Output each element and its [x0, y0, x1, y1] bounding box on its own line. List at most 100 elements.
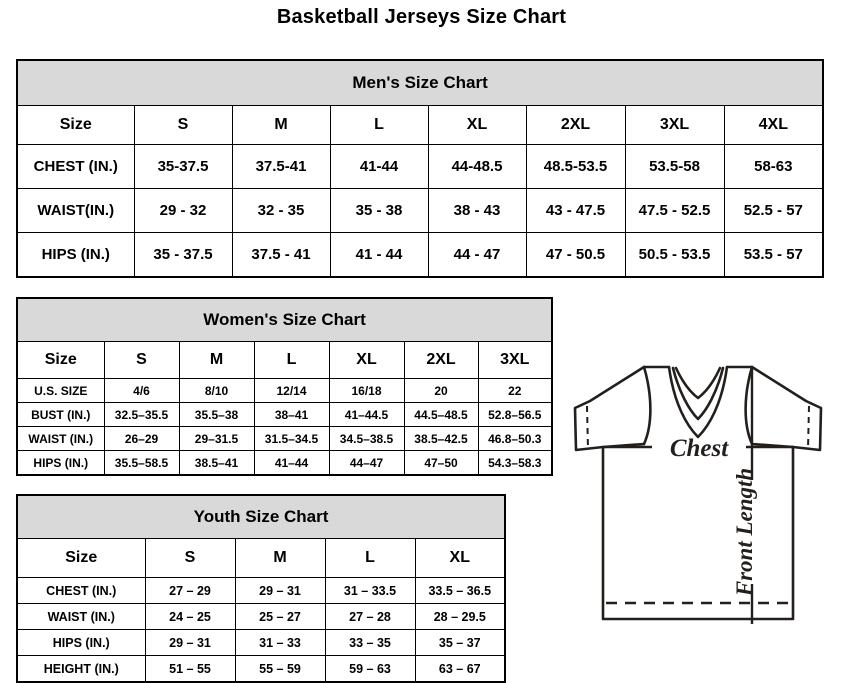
womens-chart-header-row: Size S M L XL 2XL 3XL [16, 341, 553, 379]
womens-hips-l: 41–44 [253, 450, 330, 476]
womens-chart-row-label-bust: BUST (IN.) [16, 402, 105, 427]
mens-hips-4xl: 53.5 - 57 [723, 232, 824, 278]
womens-ussize-m: 8/10 [178, 378, 255, 403]
youth-chart-row-label-chest: CHEST (IN.) [16, 577, 146, 604]
youth-chest-m: 29 – 31 [234, 577, 326, 604]
womens-waist-3xl: 46.8–50.3 [477, 426, 553, 451]
mens-chart-col-3xl: 3XL [624, 105, 725, 145]
table-row: WAIST (IN.) 26–29 29–31.5 31.5–34.5 34.5… [16, 426, 553, 451]
mens-waist-m: 32 - 35 [231, 188, 331, 233]
youth-chart-col-xl: XL [414, 538, 506, 578]
table-row: HEIGHT (IN.) 51 – 55 55 – 59 59 – 63 63 … [16, 655, 506, 683]
youth-height-s: 51 – 55 [144, 655, 236, 683]
womens-hips-2xl: 47–50 [403, 450, 479, 476]
womens-waist-xl: 34.5–38.5 [328, 426, 405, 451]
youth-chart-row-label-height: HEIGHT (IN.) [16, 655, 146, 683]
womens-bust-s: 32.5–35.5 [103, 402, 180, 427]
womens-chart-row-label-waist: WAIST (IN.) [16, 426, 105, 451]
womens-ussize-3xl: 22 [477, 378, 553, 403]
table-row: CHEST (IN.) 27 – 29 29 – 31 31 – 33.5 33… [16, 577, 506, 604]
youth-hips-m: 31 – 33 [234, 629, 326, 656]
womens-chart-banner: Women's Size Chart [16, 297, 553, 342]
mens-chest-xl: 44-48.5 [427, 144, 527, 189]
youth-chest-xl: 33.5 – 36.5 [414, 577, 506, 604]
tshirt-outline-icon [573, 365, 823, 621]
mens-chest-m: 37.5-41 [231, 144, 331, 189]
table-row: HIPS (IN.) 29 – 31 31 – 33 33 – 35 35 – … [16, 629, 506, 656]
youth-hips-s: 29 – 31 [144, 629, 236, 656]
youth-chart-col-l: L [324, 538, 416, 578]
mens-chart-banner-row: Men's Size Chart [16, 59, 824, 106]
womens-bust-m: 35.5–38 [178, 402, 255, 427]
mens-chart-row-label-hips: HIPS (IN.) [16, 232, 135, 278]
womens-hips-m: 38.5–41 [178, 450, 255, 476]
table-row: WAIST(IN.) 29 - 32 32 - 35 35 - 38 38 - … [16, 188, 824, 233]
mens-hips-2xl: 47 - 50.5 [525, 232, 626, 278]
youth-size-chart-table: Youth Size Chart Size S M L XL CHEST (IN… [16, 494, 507, 683]
womens-waist-m: 29–31.5 [178, 426, 255, 451]
youth-waist-m: 25 – 27 [234, 603, 326, 630]
youth-chest-s: 27 – 29 [144, 577, 236, 604]
youth-chart-col-s: S [144, 538, 236, 578]
mens-chart-corner-label: Size [16, 105, 135, 145]
mens-waist-xl: 38 - 43 [427, 188, 527, 233]
table-row: CHEST (IN.) 35-37.5 37.5-41 41-44 44-48.… [16, 144, 824, 189]
mens-chart-col-l: L [329, 105, 429, 145]
womens-bust-3xl: 52.8–56.5 [477, 402, 553, 427]
womens-waist-l: 31.5–34.5 [253, 426, 330, 451]
mens-chart-header-row: Size S M L XL 2XL 3XL 4XL [16, 105, 824, 145]
mens-chart-row-label-waist: WAIST(IN.) [16, 188, 135, 233]
mens-chart-col-2xl: 2XL [525, 105, 626, 145]
mens-chart-col-s: S [133, 105, 233, 145]
mens-hips-3xl: 50.5 - 53.5 [624, 232, 725, 278]
womens-chart-col-2xl: 2XL [403, 341, 479, 379]
mens-chest-s: 35-37.5 [133, 144, 233, 189]
womens-chart-banner-row: Women's Size Chart [16, 297, 553, 342]
mens-chart-banner: Men's Size Chart [16, 59, 824, 106]
youth-height-l: 59 – 63 [324, 655, 416, 683]
mens-waist-3xl: 47.5 - 52.5 [624, 188, 725, 233]
womens-chart-col-s: S [103, 341, 180, 379]
youth-chart-banner-row: Youth Size Chart [16, 494, 506, 539]
chest-label: Chest [670, 435, 729, 462]
youth-chart-col-m: M [234, 538, 326, 578]
womens-chart-col-m: M [178, 341, 255, 379]
womens-hips-xl: 44–47 [328, 450, 405, 476]
sleeve-hem-dashed-lines [586, 405, 810, 450]
mens-chest-4xl: 58-63 [723, 144, 824, 189]
mens-hips-m: 37.5 - 41 [231, 232, 331, 278]
mens-hips-l: 41 - 44 [329, 232, 429, 278]
womens-ussize-xl: 16/18 [328, 378, 405, 403]
womens-bust-xl: 41–44.5 [328, 402, 405, 427]
mens-hips-xl: 44 - 47 [427, 232, 527, 278]
womens-bust-2xl: 44.5–48.5 [403, 402, 479, 427]
youth-height-m: 55 – 59 [234, 655, 326, 683]
mens-chest-3xl: 53.5-58 [624, 144, 725, 189]
youth-chart-header-row: Size S M L XL [16, 538, 506, 578]
youth-chart-row-label-hips: HIPS (IN.) [16, 629, 146, 656]
womens-chart-col-xl: XL [328, 341, 405, 379]
front-length-label: Front Length [732, 468, 757, 597]
table-row: BUST (IN.) 32.5–35.5 35.5–38 38–41 41–44… [16, 402, 553, 427]
youth-waist-xl: 28 – 29.5 [414, 603, 506, 630]
womens-waist-2xl: 38.5–42.5 [403, 426, 479, 451]
youth-height-xl: 63 – 67 [414, 655, 506, 683]
mens-hips-s: 35 - 37.5 [133, 232, 233, 278]
jersey-measurement-diagram: Chest Front Length [556, 352, 840, 662]
womens-chart-col-l: L [253, 341, 330, 379]
womens-size-chart-table: Women's Size Chart Size S M L XL 2XL 3XL… [16, 297, 554, 476]
womens-ussize-l: 12/14 [253, 378, 330, 403]
mens-chart-col-4xl: 4XL [723, 105, 824, 145]
womens-chart-corner-label: Size [16, 341, 105, 379]
mens-chart-row-label-chest: CHEST (IN.) [16, 144, 135, 189]
youth-hips-xl: 35 – 37 [414, 629, 506, 656]
mens-waist-2xl: 43 - 47.5 [525, 188, 626, 233]
mens-chart-col-m: M [231, 105, 331, 145]
womens-ussize-s: 4/6 [103, 378, 180, 403]
page-title: Basketball Jerseys Size Chart [276, 6, 567, 28]
mens-size-chart-table: Men's Size Chart Size S M L XL 2XL 3XL 4… [16, 59, 825, 278]
youth-chart-corner-label: Size [16, 538, 146, 578]
table-row: U.S. SIZE 4/6 8/10 12/14 16/18 20 22 [16, 378, 553, 403]
mens-waist-s: 29 - 32 [133, 188, 233, 233]
mens-chest-l: 41-44 [329, 144, 429, 189]
